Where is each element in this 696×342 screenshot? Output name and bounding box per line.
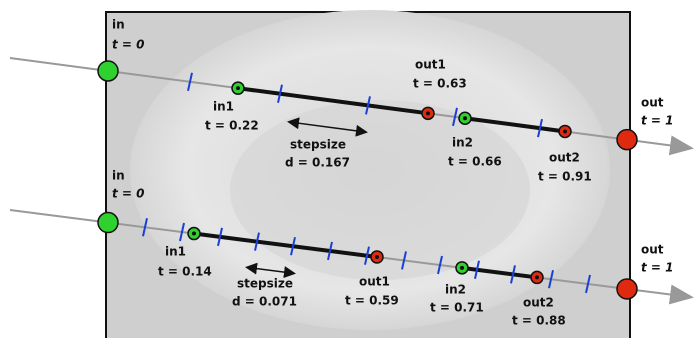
step-label: stepsize [237,277,293,291]
in1-label: in1 [165,245,186,259]
out2-label: out2 [549,151,580,165]
step-value: d = 0.167 [285,156,350,170]
in1-value: t = 0.14 [158,265,212,279]
exit-label: out [641,243,664,257]
point-center [375,255,379,259]
entry-label: in [112,18,125,32]
in2-value: t = 0.66 [448,155,502,169]
in1-label: in1 [213,100,234,114]
point-center [192,232,196,236]
out1-value: t = 0.63 [413,77,467,91]
point-center [236,86,240,90]
in2-label: in2 [452,136,473,150]
point-center [563,129,567,133]
out2-value: t = 0.91 [538,170,592,184]
entry-value: t = 0 [112,187,145,201]
in2-label: in2 [445,283,466,297]
entry-value: t = 0 [112,38,145,52]
boundary-point [98,61,118,81]
exit-value: t = 1 [641,114,674,128]
step-value: d = 0.071 [232,295,297,309]
figure: in t = 0 in1 t = 0.22 out1 t = 0.63 in2 t = 0.6… [0,0,696,338]
exit-label: out [641,96,664,110]
point-center [460,266,464,270]
boundary-point [98,213,118,233]
point-center [426,111,430,115]
boundary-point [617,130,637,150]
out2-label: out2 [523,296,554,310]
entry-label: in [112,169,125,183]
boundary-point [617,279,637,299]
in2-value: t = 0.71 [430,301,484,315]
in1-value: t = 0.22 [205,119,259,133]
step-label: stepsize [290,138,346,152]
point-center [463,116,467,120]
out1-label: out1 [359,275,390,289]
out1-value: t = 0.59 [345,294,399,308]
out1-label: out1 [415,58,446,72]
out2-value: t = 0.88 [512,314,566,328]
exit-value: t = 1 [641,261,674,275]
point-center [535,275,539,279]
